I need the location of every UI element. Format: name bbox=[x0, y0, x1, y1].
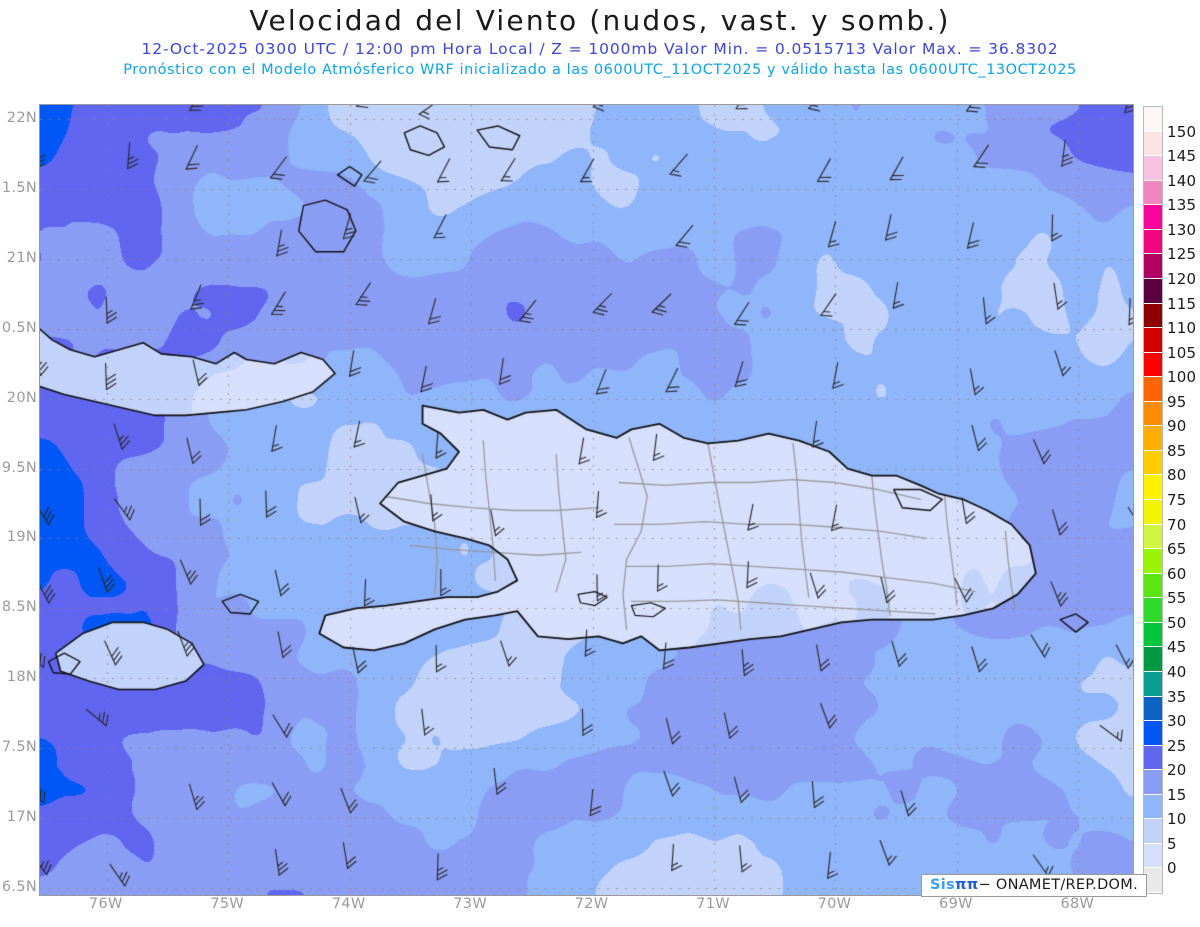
colorbar-tick-label: 105 bbox=[1167, 343, 1197, 362]
colorbar-tick-label: 65 bbox=[1167, 540, 1187, 559]
colorbar-swatch bbox=[1144, 573, 1162, 599]
colorbar-swatch bbox=[1144, 278, 1162, 304]
colorbar-tick-label: 75 bbox=[1167, 491, 1187, 509]
colorbar-tick-label: 145 bbox=[1167, 147, 1197, 166]
y-axis-tick-label: 22N bbox=[6, 109, 37, 126]
y-axis-tick-label: 7.5N bbox=[1, 739, 37, 756]
colorbar-swatch bbox=[1144, 475, 1162, 500]
colorbar bbox=[1143, 106, 1163, 894]
colorbar-tick-label: 25 bbox=[1167, 736, 1187, 755]
colorbar-tick-label: 95 bbox=[1167, 392, 1187, 411]
colorbar-swatch bbox=[1144, 205, 1162, 230]
model-info-line: Pronóstico con el Modelo Atmósferico WRF… bbox=[123, 62, 1077, 78]
x-axis-tick-label: 71W bbox=[696, 896, 730, 912]
wind-barbs bbox=[40, 105, 1133, 895]
y-axis-tick-label: 17N bbox=[6, 809, 37, 826]
colorbar-swatch bbox=[1144, 450, 1162, 476]
colorbar-swatch bbox=[1144, 401, 1162, 427]
colorbar-swatch bbox=[1144, 794, 1162, 820]
colorbar-tick-label: 20 bbox=[1167, 761, 1187, 780]
sis-logo-text: Sis bbox=[930, 877, 955, 893]
colorbar-tick-label: 130 bbox=[1167, 220, 1197, 239]
colorbar-tick-label: 85 bbox=[1167, 441, 1187, 460]
colorbar-swatch bbox=[1144, 352, 1162, 378]
colorbar-swatch bbox=[1144, 819, 1162, 844]
colorbar-swatch bbox=[1144, 107, 1162, 132]
colorbar-swatch bbox=[1144, 131, 1162, 157]
colorbar-swatch bbox=[1144, 598, 1162, 623]
colorbar-tick-label: 45 bbox=[1167, 638, 1187, 657]
y-axis-tick-label: 0.5N bbox=[1, 319, 37, 336]
x-axis-tick-label: 76W bbox=[88, 896, 123, 912]
x-axis-tick-label: 73W bbox=[453, 896, 487, 912]
y-axis-tick-label: 20N bbox=[6, 389, 37, 406]
colorbar-swatch bbox=[1144, 843, 1162, 869]
colorbar-tick-label: 10 bbox=[1167, 810, 1187, 829]
header: Velocidad del Viento (nudos, vast. y som… bbox=[0, 0, 1200, 81]
colorbar-swatch bbox=[1144, 868, 1162, 893]
y-axis-ticks: 22N 1.5N 21N 0.5N 20N 9.5N 19N 8.5N 18N 7.5N 17N 6.… bbox=[0, 104, 39, 895]
colorbar-swatch bbox=[1144, 303, 1162, 329]
colorbar-labels: 150 145 140 135 130 125 120 115 110 105 100 95 90 85 8… bbox=[1167, 106, 1200, 894]
y-axis-tick-label: 21N bbox=[6, 249, 37, 266]
colorbar-swatch bbox=[1144, 671, 1162, 697]
y-axis-tick-label: 19N bbox=[6, 529, 37, 546]
colorbar-swatch bbox=[1144, 500, 1162, 525]
x-axis-tick-label: 75W bbox=[210, 896, 245, 912]
page-title: Velocidad del Viento (nudos, vast. y som… bbox=[249, 4, 951, 37]
colorbar-tick-label: 60 bbox=[1167, 564, 1187, 583]
colorbar-tick-label: 50 bbox=[1167, 613, 1187, 632]
colorbar-tick-label: 115 bbox=[1167, 294, 1197, 313]
map-plot-area bbox=[39, 104, 1134, 896]
x-axis-tick-label: 70W bbox=[817, 896, 852, 912]
colorbar-tick-label: 125 bbox=[1167, 245, 1197, 264]
colorbar-swatch bbox=[1144, 745, 1162, 771]
colorbar-tick-label: 0 bbox=[1167, 859, 1177, 878]
y-axis-tick-label: 1.5N bbox=[1, 179, 37, 196]
colorbar-tick-label: 140 bbox=[1167, 171, 1197, 190]
colorbar-swatch bbox=[1144, 229, 1162, 255]
colorbar-swatch bbox=[1144, 426, 1162, 451]
y-axis-tick-label: 18N bbox=[6, 669, 37, 686]
colorbar-tick-label: 100 bbox=[1167, 368, 1197, 387]
colorbar-swatch bbox=[1144, 254, 1162, 279]
y-axis-tick-label: 6.5N bbox=[1, 879, 37, 895]
colorbar-tick-label: 15 bbox=[1167, 785, 1187, 804]
colorbar-swatch bbox=[1144, 524, 1162, 550]
colorbar-tick-label: 90 bbox=[1167, 417, 1187, 436]
colorbar-tick-label: 150 bbox=[1167, 122, 1197, 141]
y-axis-tick-label: 9.5N bbox=[1, 459, 37, 476]
colorbar-swatch bbox=[1144, 721, 1162, 746]
colorbar-tick-label: 110 bbox=[1167, 319, 1197, 338]
colorbar-swatch bbox=[1144, 549, 1162, 574]
colorbar-swatch bbox=[1144, 622, 1162, 648]
colorbar-tick-label: 70 bbox=[1167, 515, 1187, 534]
x-axis-ticks: 76W 75W 74W 73W 72W 71W 70W 69W 68W bbox=[39, 896, 1132, 922]
attribution-text: − ONAMET/REP.DOM. bbox=[978, 877, 1138, 893]
colorbar-tick-label: 120 bbox=[1167, 269, 1197, 288]
colorbar-tick-label: 5 bbox=[1167, 834, 1177, 853]
colorbar-tick-label: 135 bbox=[1167, 196, 1197, 215]
colorbar-swatch bbox=[1144, 647, 1162, 672]
y-axis-tick-label: 8.5N bbox=[1, 599, 37, 616]
colorbar-tick-label: 40 bbox=[1167, 662, 1187, 681]
colorbar-swatch bbox=[1144, 377, 1162, 402]
colorbar-tick-label: 55 bbox=[1167, 589, 1187, 608]
x-axis-tick-label: 74W bbox=[331, 896, 366, 912]
colorbar-swatch bbox=[1144, 156, 1162, 181]
attribution-badge: Sisππ− ONAMET/REP.DOM. bbox=[921, 874, 1147, 897]
sis-logo-symbol: ππ bbox=[954, 877, 979, 893]
x-axis-tick-label: 72W bbox=[574, 896, 609, 912]
x-axis-tick-label: 69W bbox=[939, 896, 973, 912]
colorbar-tick-label: 80 bbox=[1167, 466, 1187, 485]
colorbar-swatch bbox=[1144, 180, 1162, 206]
colorbar-swatch bbox=[1144, 328, 1162, 353]
colorbar-swatch bbox=[1144, 770, 1162, 795]
colorbar-tick-label: 35 bbox=[1167, 687, 1187, 706]
x-axis-tick-label: 68W bbox=[1060, 896, 1095, 912]
colorbar-tick-label: 30 bbox=[1167, 712, 1187, 731]
colorbar-swatch bbox=[1144, 696, 1162, 722]
forecast-time-line: 12-Oct-2025 0300 UTC / 12:00 pm Hora Loc… bbox=[141, 40, 1059, 58]
